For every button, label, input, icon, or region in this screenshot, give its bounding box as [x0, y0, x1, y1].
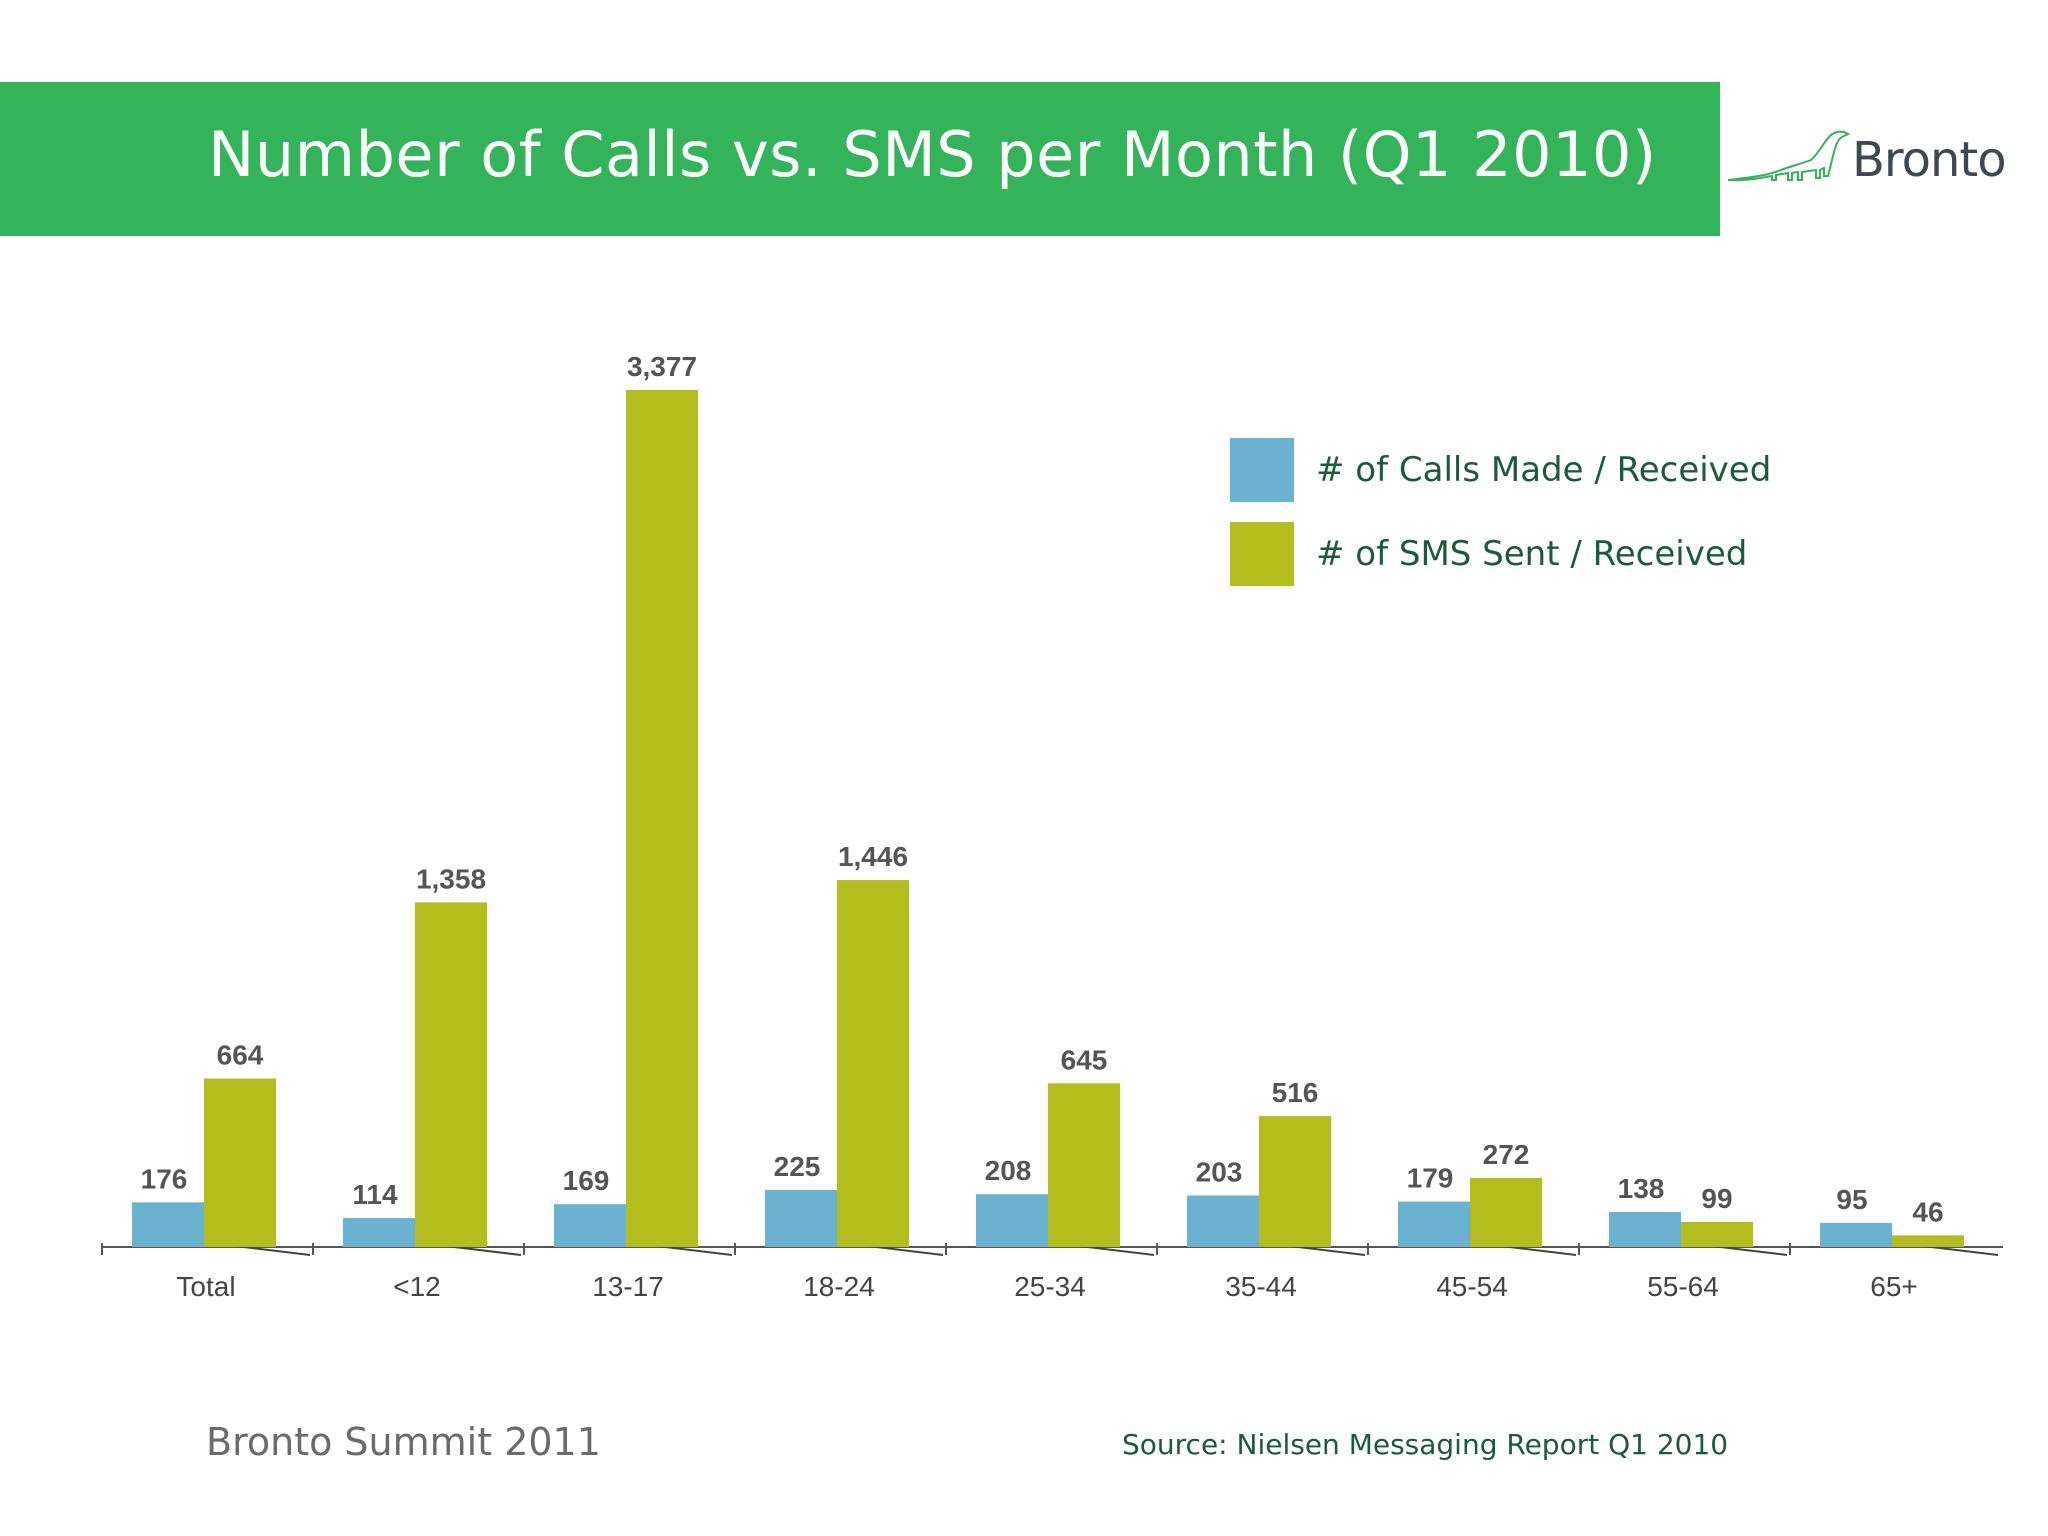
data-label-calls: 176 [141, 1163, 188, 1194]
data-label-calls: 169 [563, 1165, 610, 1196]
legend-item-sms: # of SMS Sent / Received [1230, 522, 1747, 586]
x-tick-label: Total [176, 1271, 235, 1302]
data-label-sms: 46 [1912, 1196, 1943, 1227]
x-tick-label: 25-34 [1014, 1271, 1086, 1302]
bar-calls [132, 1202, 204, 1247]
bar-sms [837, 880, 909, 1247]
data-label-calls: 138 [1618, 1173, 1665, 1204]
x-tick-label: 55-64 [1647, 1271, 1719, 1302]
data-label-sms: 664 [217, 1039, 264, 1070]
data-label-sms: 516 [1272, 1077, 1319, 1108]
bar-sms [626, 390, 698, 1247]
data-label-calls: 114 [352, 1179, 398, 1210]
logo: Bronto [1726, 118, 2026, 198]
data-label-sms: 1,446 [838, 841, 908, 872]
legend-label-sms: # of SMS Sent / Received [1316, 534, 1748, 574]
bar-sms [1259, 1116, 1331, 1247]
bar-calls [1187, 1195, 1259, 1247]
data-label-calls: 179 [1407, 1163, 1454, 1194]
legend-swatch-sms [1230, 522, 1294, 586]
logo-text: Bronto [1852, 132, 2007, 188]
legend-label-calls: # of Calls Made / Received [1316, 450, 1772, 490]
bar-calls [1398, 1201, 1470, 1247]
bar-sms [1470, 1177, 1542, 1247]
bar-sms [1681, 1221, 1753, 1247]
data-label-sms: 99 [1701, 1183, 1732, 1214]
bar-calls [1820, 1222, 1892, 1247]
x-tick-label: 65+ [1870, 1271, 1918, 1302]
data-label-sms: 645 [1061, 1044, 1108, 1075]
bar-calls [1609, 1211, 1681, 1247]
x-tick-label: <12 [393, 1271, 441, 1302]
x-tick-label: 18-24 [803, 1271, 875, 1302]
data-label-sms: 272 [1483, 1139, 1530, 1170]
page-title: Number of Calls vs. SMS per Month (Q1 20… [208, 118, 1657, 191]
brontosaurus-icon [1727, 130, 1851, 182]
data-label-calls: 208 [985, 1155, 1032, 1186]
bar-sms [204, 1078, 276, 1247]
legend-item-calls: # of Calls Made / Received [1230, 438, 1771, 502]
data-label-sms: 1,358 [416, 863, 486, 894]
data-label-calls: 225 [774, 1151, 821, 1182]
bar-calls [976, 1194, 1048, 1247]
footer-source: Source: Nielsen Messaging Report Q1 2010 [1122, 1428, 1729, 1461]
x-tick-label: 13-17 [592, 1271, 664, 1302]
footer-event: Bronto Summit 2011 [206, 1420, 601, 1464]
bar-calls [554, 1204, 626, 1247]
data-label-calls: 95 [1836, 1184, 1867, 1215]
bar-sms [1892, 1235, 1964, 1247]
bar-calls [765, 1189, 837, 1247]
legend-swatch-calls [1230, 438, 1294, 502]
data-label-sms: 3,377 [627, 351, 697, 382]
header-band [0, 82, 1720, 236]
bar-calls [343, 1218, 415, 1247]
x-tick-label: 35-44 [1225, 1271, 1297, 1302]
data-label-calls: 203 [1196, 1156, 1243, 1187]
bar-sms [1048, 1083, 1120, 1247]
x-tick-label: 45-54 [1436, 1271, 1508, 1302]
bar-sms [415, 902, 487, 1247]
